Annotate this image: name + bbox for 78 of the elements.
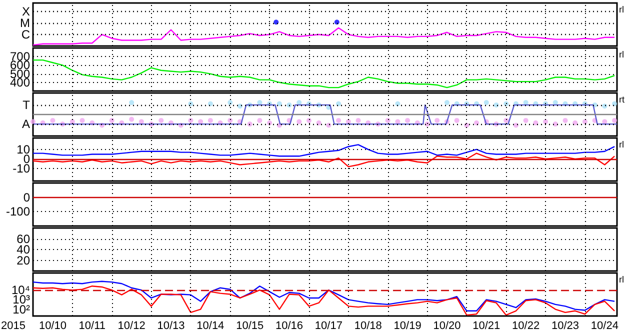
- ref-line-label: T: [22, 98, 31, 112]
- point: [356, 118, 361, 123]
- point: [434, 118, 440, 123]
- point: [109, 118, 114, 123]
- point: [562, 118, 568, 123]
- point: [582, 119, 588, 124]
- point: [612, 101, 618, 106]
- line-series: [32, 59, 616, 88]
- point: [385, 118, 390, 123]
- line-series: [32, 152, 616, 168]
- point: [286, 102, 292, 108]
- point: [523, 118, 528, 123]
- point: [533, 120, 538, 126]
- x-tick-label: 10/22: [512, 320, 540, 332]
- ref-line-label: M: [20, 16, 30, 30]
- ref-line-label: C: [21, 28, 30, 42]
- x-tick-label: 10/14: [196, 320, 224, 332]
- x-tick-label: 10/10: [38, 320, 66, 332]
- point: [228, 100, 233, 106]
- point: [572, 120, 578, 126]
- x-tick-label: 10/17: [314, 320, 342, 332]
- point: [80, 118, 85, 123]
- line-series: [32, 144, 616, 157]
- point: [504, 118, 509, 123]
- point: [602, 104, 608, 109]
- point: [612, 118, 618, 123]
- point: [326, 122, 332, 128]
- point: [405, 118, 410, 123]
- point: [188, 118, 194, 123]
- text: rl: [619, 4, 624, 14]
- point: [247, 122, 252, 127]
- x-tick-label: 10/21: [472, 320, 500, 332]
- point: [316, 120, 322, 126]
- line-series: [32, 280, 616, 312]
- x-tick-label: 10/24: [590, 320, 618, 332]
- point: [444, 100, 450, 106]
- x-tick-label: 10/19: [394, 320, 422, 332]
- ref-line-label: X: [22, 4, 30, 19]
- point: [543, 119, 548, 124]
- text: rl: [619, 50, 624, 60]
- point: [296, 119, 302, 124]
- x-axis-title: 2015: [1, 320, 26, 332]
- point: [494, 102, 499, 108]
- point: [306, 118, 312, 123]
- text: rt: [619, 94, 625, 104]
- x-tick-label: 10/16: [276, 320, 304, 332]
- text: rl: [619, 140, 624, 150]
- y-tick-label: -100: [6, 204, 30, 219]
- point: [336, 118, 342, 123]
- point: [50, 118, 56, 123]
- ref-line-label: A: [22, 117, 30, 132]
- x-tick-label: 10/11: [78, 320, 106, 332]
- point: [208, 118, 213, 123]
- x-tick-label: 10/18: [354, 320, 382, 332]
- point: [513, 122, 518, 128]
- point: [474, 120, 480, 126]
- line-series: [32, 285, 616, 316]
- x-tick-label: 10/23: [551, 320, 580, 332]
- point: [129, 100, 134, 106]
- text: rl: [619, 274, 624, 284]
- point: [129, 116, 134, 122]
- point: [158, 118, 164, 123]
- x-tick-label: 10/20: [433, 320, 461, 332]
- point: [454, 118, 460, 123]
- x-tick-label: 10/15: [236, 320, 264, 332]
- point: [257, 118, 262, 123]
- point: [237, 104, 242, 109]
- x-tick-label: 10/13: [157, 320, 185, 332]
- x-tick-label: 10/12: [118, 320, 146, 332]
- point: [228, 118, 233, 123]
- point: [208, 101, 213, 106]
- point: [336, 101, 342, 106]
- point: [30, 119, 36, 124]
- y-tick-label: 0: [23, 190, 30, 204]
- point: [267, 120, 272, 126]
- point: [395, 101, 400, 106]
- point: [276, 101, 282, 106]
- point: [484, 100, 489, 106]
